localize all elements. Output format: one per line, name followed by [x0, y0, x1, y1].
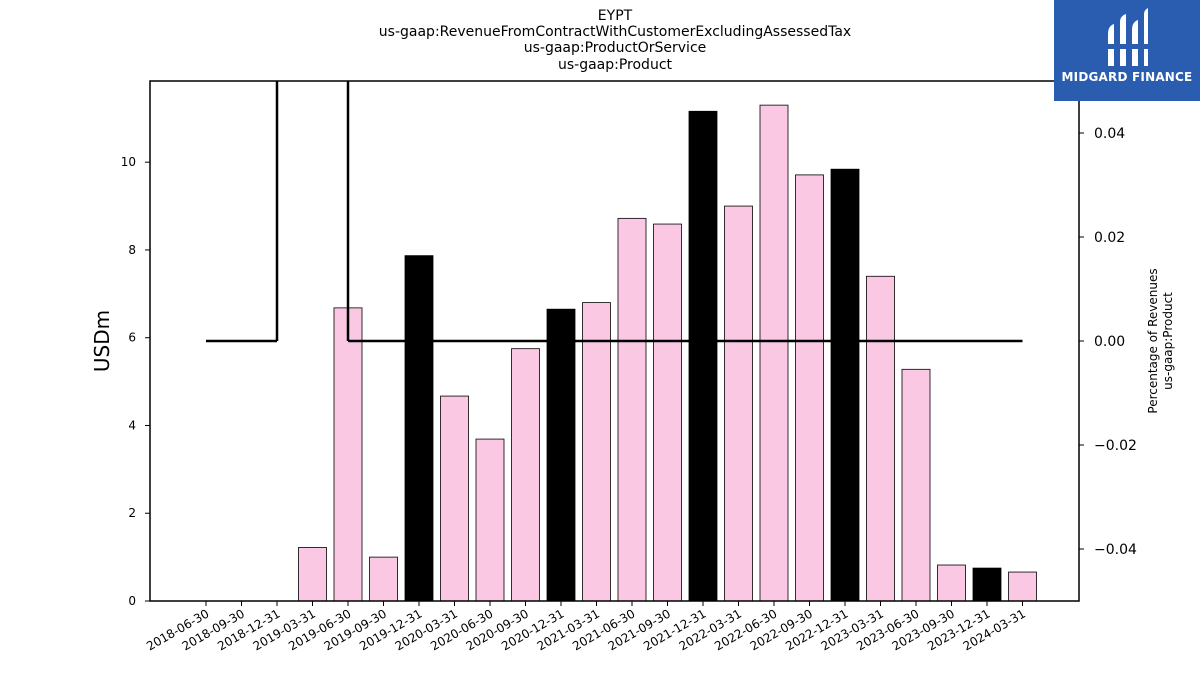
y-right-tick-label-0.00: 0.00 [1094, 334, 1125, 350]
bar-2021-12-31 [688, 110, 718, 602]
chart-title-line-3: us-gaap:ProductOrService [524, 40, 707, 56]
bar-2023-09-30 [937, 564, 966, 602]
chart-title: EYPT us-gaap:RevenueFromContractWithCust… [379, 8, 851, 73]
bar-2021-06-30 [617, 217, 647, 602]
y-tick-label-0: 0 [128, 594, 136, 608]
y-axis-label: USDm [90, 310, 114, 372]
bar-2021-03-31 [582, 302, 611, 602]
chart-title-line-4: us-gaap:Product [558, 57, 673, 73]
y-right-tick-label-0.04: 0.04 [1094, 126, 1125, 142]
bar-2021-09-30 [653, 223, 682, 602]
y-axis-right-label-line-1: Percentage of Revenues [1146, 268, 1160, 413]
bar-2022-03-31 [724, 205, 753, 602]
bar-2023-06-30 [901, 368, 931, 602]
percentage-line [206, 81, 1023, 343]
bar-2023-03-31 [866, 275, 895, 602]
bar-2022-09-30 [795, 174, 824, 602]
brand-logo: MIDGARD FINANCE [1054, 0, 1200, 101]
bar-2022-12-31 [830, 168, 860, 602]
bar-2022-06-30 [759, 104, 789, 602]
y-tick-label-4: 4 [128, 418, 136, 432]
bar-2019-06-30 [333, 307, 363, 602]
bar-2020-06-30 [475, 438, 505, 602]
bar-2020-03-31 [440, 395, 469, 602]
y-right-tick-label-−0.02: −0.02 [1094, 438, 1137, 454]
y-tick-label-8: 8 [128, 243, 136, 257]
bar-2023-12-31 [972, 567, 1002, 602]
bar-2019-12-31 [404, 255, 434, 602]
bars [298, 104, 1037, 602]
bar-2019-03-31 [298, 547, 327, 602]
y-axis-left: 0 2 4 6 8 10 [121, 155, 150, 608]
y-tick-label-2: 2 [128, 506, 136, 520]
y-axis-right: −0.04 −0.02 0.00 0.02 0.04 [1079, 126, 1137, 558]
bar-2024-03-31 [1008, 571, 1037, 602]
bar-2020-09-30 [511, 348, 540, 602]
logo-text: MIDGARD FINANCE [1061, 70, 1193, 84]
x-axis: 2018-06-302018-09-302018-12-312019-03-31… [144, 601, 1028, 653]
y-right-tick-label-−0.04: −0.04 [1094, 542, 1137, 558]
y-right-tick-label-0.02: 0.02 [1094, 230, 1125, 246]
bar-2020-12-31 [546, 308, 576, 602]
y-tick-label-10: 10 [121, 155, 136, 169]
chart-title-line-2: us-gaap:RevenueFromContractWithCustomerE… [379, 24, 851, 40]
bar-2019-09-30 [369, 556, 398, 602]
y-axis-right-label-line-2: us-gaap:Product [1161, 292, 1175, 390]
chart-title-line-1: EYPT [598, 8, 633, 24]
logo-mark-icon [1108, 8, 1148, 66]
y-tick-label-6: 6 [128, 331, 136, 345]
